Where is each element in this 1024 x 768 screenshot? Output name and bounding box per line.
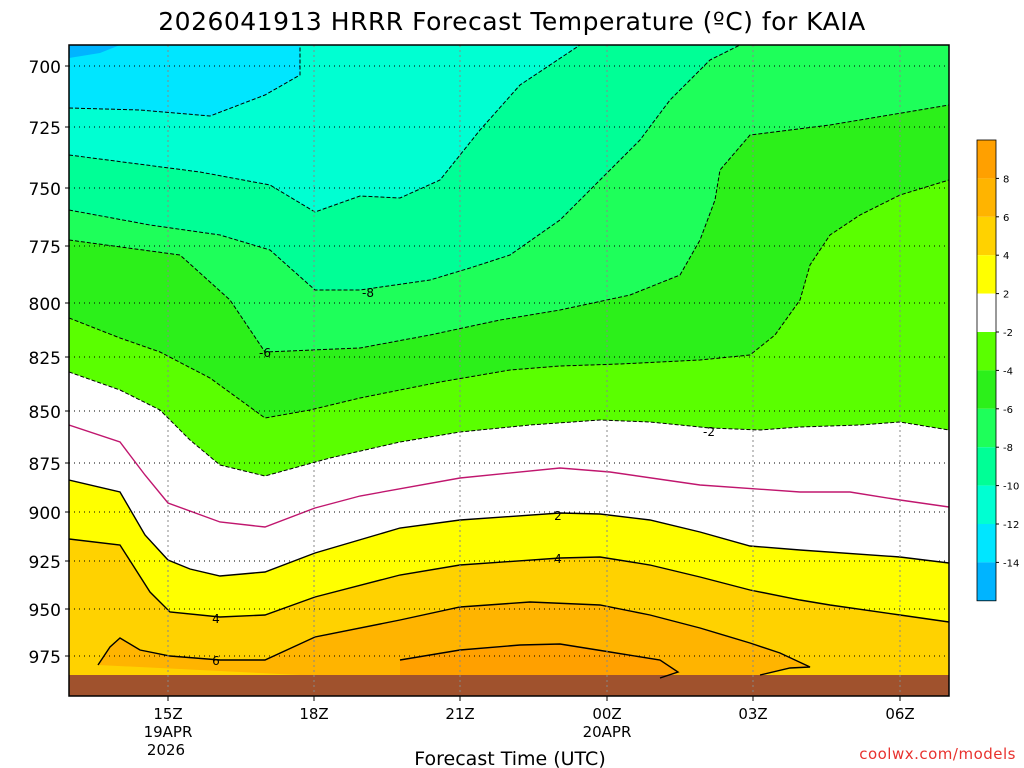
y-tick-label: 950 [29, 601, 61, 621]
contour-label: 6 [212, 654, 220, 668]
contour-plus4 [69, 538, 949, 623]
y-tick-label: 900 [29, 504, 61, 524]
x-tick-label: 06Z [885, 705, 914, 723]
y-tick-label: 725 [29, 119, 61, 139]
contour-fill [69, 45, 949, 696]
colorbar-label: -4 [1003, 366, 1013, 377]
colorbar-label: 4 [1003, 251, 1009, 262]
y-tick-label: 700 [29, 58, 61, 78]
colorbar-label: -14 [1003, 558, 1019, 569]
ground-terrain [69, 675, 949, 696]
contour-minus8 [69, 104, 949, 353]
band-8-plus [400, 644, 678, 679]
contour-minus12 [69, 45, 581, 213]
contour-zero [69, 424, 949, 528]
contour-minus4 [69, 371, 949, 477]
x-tick-label: 00Z [592, 705, 621, 723]
colorbar-swatch [977, 293, 996, 332]
y-tick-label: 850 [29, 403, 61, 423]
colorbar-label: -10 [1003, 482, 1019, 493]
colorbar-label: -6 [1003, 405, 1013, 416]
contour-minus14 [69, 45, 301, 117]
contour-label: -6 [259, 346, 271, 360]
x-tick-label: 03Z [738, 705, 767, 723]
y-tick-label: 775 [29, 238, 61, 258]
colorbar-swatch [977, 332, 996, 371]
credit-text: coolwx.com/models [859, 745, 1016, 763]
colorbar-swatch [977, 562, 996, 601]
colorbar-label: 8 [1003, 174, 1009, 185]
x-tick-label: 15Z [153, 705, 182, 723]
x-tick-date: 19APR [144, 723, 193, 741]
y-axis: 700 725 750 775 800 825 850 875 900 925 950 975 [29, 58, 69, 668]
colorbar-swatch [977, 485, 996, 524]
x-tick-year: 2026 [147, 741, 185, 759]
y-tick-label: 750 [29, 180, 61, 200]
contour-lines-dashed [69, 45, 949, 477]
contour-plus2 [69, 479, 949, 577]
band-minus4 [69, 180, 949, 476]
colorbar-label: -2 [1003, 328, 1013, 339]
contour-label: -2 [703, 425, 715, 439]
colorbar-frame [976, 139, 997, 602]
contour-minus10 [69, 45, 741, 291]
x-tick-date: 20APR [583, 723, 632, 741]
band-minus2-to-2 [69, 372, 949, 576]
grid-lines [69, 45, 949, 696]
colorbar-swatch [977, 140, 996, 179]
y-tick-label: 825 [29, 349, 61, 369]
colorbar-swatch [977, 216, 996, 256]
plot-frame [68, 44, 950, 697]
colorbar-swatch [977, 178, 996, 217]
colorbar-swatch [977, 255, 996, 294]
colorbar-label: 6 [1003, 213, 1009, 224]
colorbar-swatch [977, 447, 996, 486]
y-tick-label: 875 [29, 455, 61, 475]
colorbar-label: 2 [1003, 290, 1009, 301]
contour-minus6 [69, 179, 949, 419]
colorbar-swatch [977, 370, 996, 409]
x-tick-label: 21Z [445, 705, 474, 723]
contour-label: 4 [212, 612, 220, 626]
band-minus14 [69, 45, 300, 116]
band-2-to-4 [69, 480, 949, 622]
x-tick-label: 18Z [299, 705, 328, 723]
colorbar-label: -12 [1003, 520, 1019, 531]
contour-plus8 [399, 643, 680, 679]
contour-label: 2 [554, 509, 562, 523]
chart-title: 2026041913 HRRR Forecast Temperature (ºC… [158, 7, 865, 36]
band-minus16 [69, 45, 120, 58]
x-axis-title: Forecast Time (UTC) [414, 748, 605, 768]
colorbar-swatch [977, 408, 996, 448]
contour-label: -8 [362, 286, 374, 300]
colorbar-swatch [977, 524, 996, 563]
contour-labels: -8 -6 -2 2 4 4 6 [212, 286, 715, 668]
contour-label: 4 [554, 552, 562, 566]
y-tick-label: 975 [29, 648, 61, 668]
y-tick-label: 925 [29, 553, 61, 573]
colorbar: 8 6 4 2 -2 -4 -6 -8 -10 -12 -14 [976, 139, 1019, 602]
y-tick-label: 800 [29, 295, 61, 315]
colorbar-label: -8 [1003, 443, 1013, 454]
